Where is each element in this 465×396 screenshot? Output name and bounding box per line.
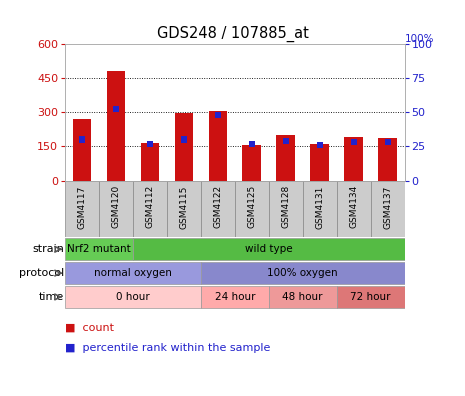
Bar xyxy=(249,141,255,147)
Bar xyxy=(140,143,159,181)
Text: GSM4117: GSM4117 xyxy=(78,185,86,228)
Text: GSM4122: GSM4122 xyxy=(213,185,222,228)
Bar xyxy=(201,286,269,308)
Bar xyxy=(276,135,295,181)
Text: GDS248 / 107885_at: GDS248 / 107885_at xyxy=(157,26,308,42)
Text: wild type: wild type xyxy=(245,244,292,254)
Text: GSM4120: GSM4120 xyxy=(112,185,120,228)
Text: GSM4137: GSM4137 xyxy=(383,185,392,228)
Text: 0 hour: 0 hour xyxy=(116,292,150,302)
Bar xyxy=(201,262,405,284)
Bar xyxy=(303,181,337,237)
Bar xyxy=(99,181,133,237)
Bar xyxy=(106,71,126,181)
Text: 72 hour: 72 hour xyxy=(350,292,391,302)
Text: time: time xyxy=(39,292,65,302)
Text: strain: strain xyxy=(33,244,65,254)
Text: GSM4115: GSM4115 xyxy=(179,185,188,228)
Bar xyxy=(65,238,133,260)
Bar xyxy=(385,139,391,145)
Text: GSM4134: GSM4134 xyxy=(349,185,358,228)
Bar xyxy=(201,181,235,237)
Text: protocol: protocol xyxy=(19,268,65,278)
Text: 100%: 100% xyxy=(405,34,434,44)
Bar xyxy=(174,113,193,181)
Bar xyxy=(283,138,289,144)
Text: normal oxygen: normal oxygen xyxy=(94,268,172,278)
Text: GSM4131: GSM4131 xyxy=(315,185,324,228)
Bar xyxy=(208,111,227,181)
Bar xyxy=(337,181,371,237)
Bar xyxy=(65,286,201,308)
Text: 24 hour: 24 hour xyxy=(214,292,255,302)
Bar xyxy=(310,144,329,181)
Bar xyxy=(344,137,363,181)
Text: GSM4125: GSM4125 xyxy=(247,185,256,228)
Bar xyxy=(351,139,357,145)
Text: 100% oxygen: 100% oxygen xyxy=(267,268,338,278)
Bar xyxy=(337,286,405,308)
Bar xyxy=(167,181,201,237)
Bar xyxy=(65,181,99,237)
Text: Nrf2 mutant: Nrf2 mutant xyxy=(67,244,131,254)
Bar xyxy=(147,141,153,147)
Bar xyxy=(133,181,167,237)
Text: ■  count: ■ count xyxy=(65,323,114,333)
Bar xyxy=(378,139,397,181)
Bar xyxy=(242,145,261,181)
Text: GSM4112: GSM4112 xyxy=(146,185,154,228)
Text: GSM4128: GSM4128 xyxy=(281,185,290,228)
Bar xyxy=(65,262,201,284)
Bar xyxy=(79,137,85,143)
Bar xyxy=(73,119,92,181)
Bar xyxy=(181,137,187,143)
Bar xyxy=(317,142,323,148)
Bar xyxy=(215,112,221,118)
Bar xyxy=(371,181,405,237)
Bar xyxy=(235,181,269,237)
Bar xyxy=(113,106,119,112)
Bar xyxy=(269,286,337,308)
Bar xyxy=(133,238,405,260)
Text: 48 hour: 48 hour xyxy=(282,292,323,302)
Text: ■  percentile rank within the sample: ■ percentile rank within the sample xyxy=(65,343,271,352)
Bar xyxy=(269,181,303,237)
